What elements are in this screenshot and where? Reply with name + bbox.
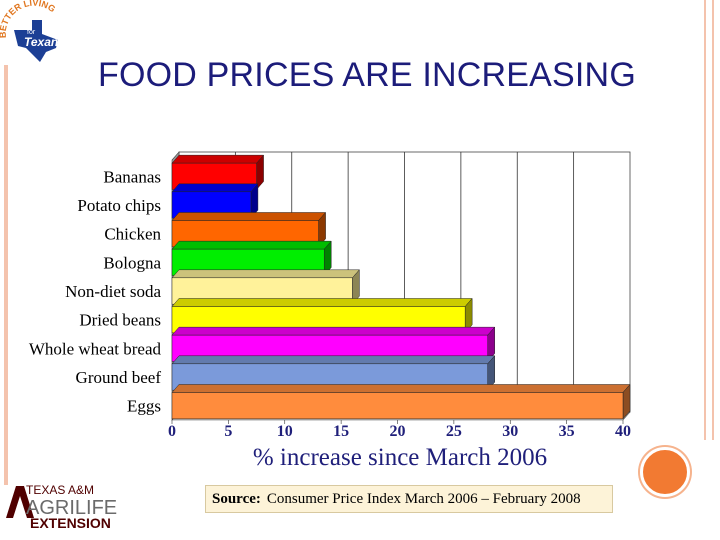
source-label: Source: xyxy=(212,491,261,507)
star-mark-icon xyxy=(6,486,34,518)
tick-label: 40 xyxy=(615,423,631,440)
right-decorative-line xyxy=(704,0,706,440)
category-label: Potato chips xyxy=(77,196,161,215)
bar-top xyxy=(171,212,327,221)
category-label: Eggs xyxy=(127,397,161,416)
bar-chart: Bananas Potato chips Chicken Bologna Non-die… xyxy=(29,151,631,440)
bar-top xyxy=(171,298,473,307)
logo-extension: EXTENSION xyxy=(30,515,111,531)
left-decorative-line xyxy=(4,65,8,485)
tick-label: 35 xyxy=(559,423,575,440)
slide-title: FOOD PRICES ARE INCREASING xyxy=(98,56,636,94)
logo-texas-am: TEXAS A&M xyxy=(26,483,94,497)
bar xyxy=(171,392,624,420)
bar-top xyxy=(171,326,496,336)
category-label: Non-diet soda xyxy=(65,282,161,301)
tick-label: 25 xyxy=(446,423,462,440)
category-label: Bananas xyxy=(103,167,161,186)
source-text: Consumer Price Index March 2006 – Februa… xyxy=(266,491,581,507)
logo-small-text: for xyxy=(27,29,36,36)
bar-top xyxy=(171,240,332,250)
decorative-circle xyxy=(640,447,690,497)
better-living-logo: BETTER LIVING for Texans xyxy=(0,0,65,62)
bar-top xyxy=(171,154,265,164)
right-decorative-line-2 xyxy=(712,0,714,440)
category-label: Whole wheat bread xyxy=(29,339,162,358)
x-axis-label: % increase since March 2006 xyxy=(252,444,548,471)
tick-label: 15 xyxy=(333,423,349,440)
bar-top xyxy=(171,183,259,193)
logo-agrilife: AGRILIFE xyxy=(26,497,117,519)
category-label: Ground beef xyxy=(76,368,162,387)
category-label: Bologna xyxy=(103,253,161,272)
tick-label: 20 xyxy=(390,423,406,440)
bar-top xyxy=(171,384,631,393)
tick-label: 30 xyxy=(502,423,518,440)
category-label: Dried beans xyxy=(79,311,161,330)
source-note: Source: Consumer Price Index March 2006 –… xyxy=(205,485,613,513)
texas-shape-icon xyxy=(14,20,58,62)
agrilife-extension-logo: TEXAS A&M AGRILIFE EXTENSION xyxy=(6,483,117,531)
category-label: Chicken xyxy=(104,225,161,244)
bar-top xyxy=(171,269,360,279)
tick-label: 10 xyxy=(277,423,293,440)
bar-top xyxy=(171,355,496,365)
tick-label: 0 xyxy=(168,423,176,440)
tick-label: 5 xyxy=(224,423,232,440)
logo-main-text: Texans xyxy=(24,35,65,49)
